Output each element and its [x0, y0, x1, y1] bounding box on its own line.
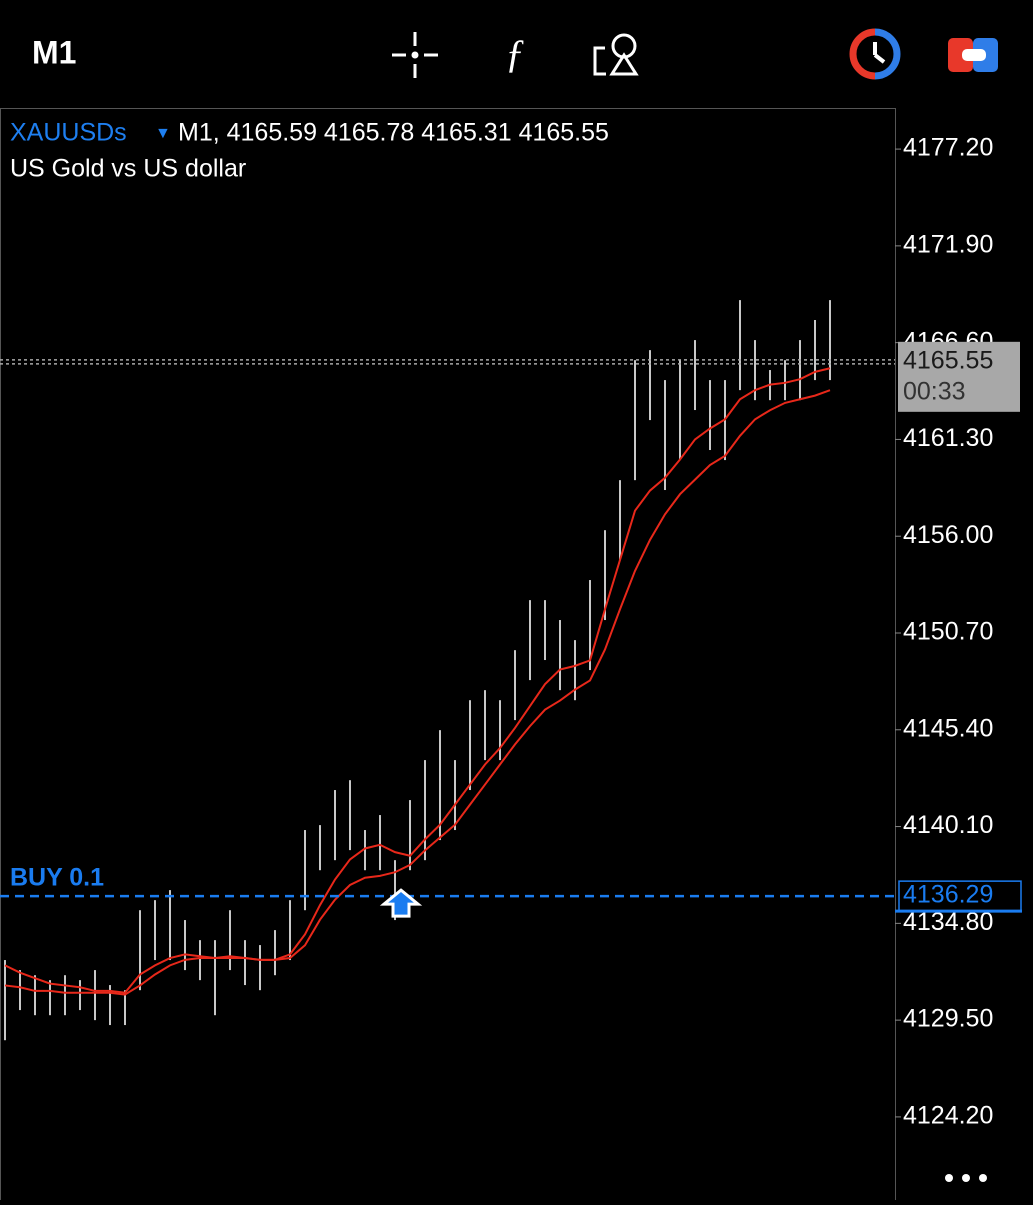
y-tick-label: 4161.30 — [903, 424, 993, 452]
current-price-label: 4165.55 — [903, 346, 993, 374]
y-tick-label: 4124.20 — [903, 1102, 993, 1130]
description: US Gold vs US dollar — [10, 155, 246, 183]
trade-icon[interactable] — [948, 38, 998, 72]
y-tick-label: 4156.00 — [903, 521, 993, 549]
position-label: BUY 0.1 — [10, 864, 104, 892]
bar-timer: 00:33 — [903, 377, 966, 405]
indicators-icon[interactable]: ƒ — [505, 31, 525, 76]
symbol-dropdown[interactable]: ▼ — [155, 125, 171, 142]
moving-average — [4, 389, 831, 996]
symbol[interactable]: XAUUSDs — [10, 119, 127, 147]
plot-area — [4, 300, 831, 1041]
more-button[interactable] — [945, 1174, 987, 1182]
y-tick-label: 4150.70 — [903, 618, 993, 646]
clock-icon[interactable] — [849, 28, 901, 80]
y-tick-label: 4145.40 — [903, 714, 993, 742]
crosshair-icon[interactable] — [392, 32, 438, 78]
y-tick-label: 4171.90 — [903, 230, 993, 258]
timeframe-button[interactable]: M1 — [32, 34, 76, 70]
moving-average — [4, 367, 831, 994]
price-tag — [898, 341, 1020, 412]
buy-arrow — [379, 888, 423, 918]
plot-frame — [0, 108, 896, 1205]
position-price: 4136.29 — [903, 881, 993, 909]
y-tick-label: 4129.50 — [903, 1005, 993, 1033]
objects-icon[interactable] — [593, 33, 639, 76]
y-tick-label: 4140.10 — [903, 811, 993, 839]
info-line: M1, 4165.59 4165.78 4165.31 4165.55 — [178, 119, 609, 147]
y-tick-label: 4177.20 — [903, 134, 993, 162]
